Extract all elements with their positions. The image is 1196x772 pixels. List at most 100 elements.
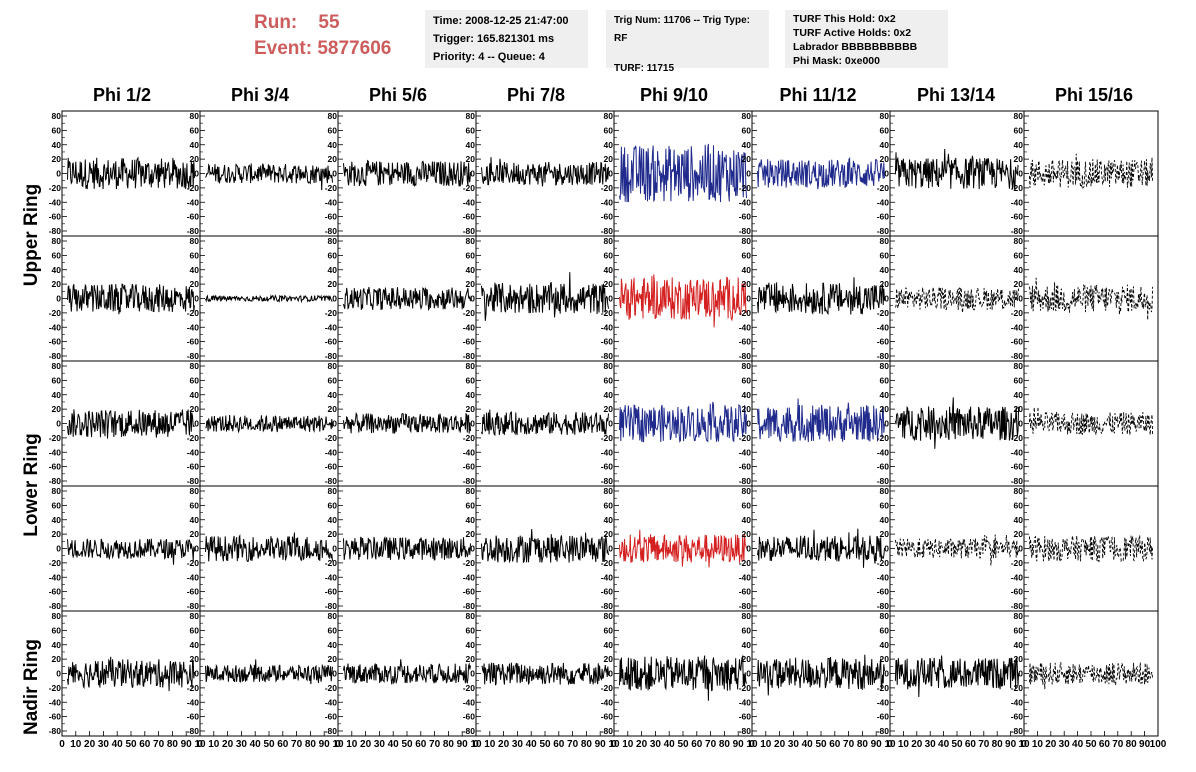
y-tick-label: 40 [742, 390, 752, 400]
waveform-trace [757, 528, 885, 568]
y-tick-label: 80 [52, 611, 62, 621]
x-tick-label: 70 [567, 739, 579, 750]
y-tick-label: -40 [49, 697, 62, 707]
y-tick-label: 60 [880, 375, 890, 385]
y-tick-label: -80 [187, 601, 200, 611]
y-tick-label: -60 [739, 212, 752, 222]
x-tick-label: 20 [636, 739, 648, 750]
y-tick-label: 0 [194, 669, 199, 679]
y-tick-label: -60 [601, 587, 614, 597]
y-tick-label: 40 [52, 265, 62, 275]
x-tick-label: 20 [1045, 739, 1057, 750]
x-tick-label: 80 [857, 739, 869, 750]
y-tick-label: -60 [49, 212, 62, 222]
y-tick-label: 20 [880, 404, 890, 414]
y-tick-label: 80 [190, 486, 200, 496]
trig-text: Trig Num: 11706 -- Trig Type: RF [614, 15, 750, 44]
x-tick-label: 90 [733, 739, 745, 750]
y-tick-label: 60 [604, 375, 614, 385]
y-tick-label: -80 [187, 351, 200, 361]
y-tick-label: -20 [187, 308, 200, 318]
phi-column-label: Phi 7/8 [506, 85, 566, 105]
y-tick-label: -60 [877, 712, 890, 722]
y-tick-label: 40 [880, 640, 890, 650]
waveform-trace [619, 274, 747, 328]
y-tick-label: -80 [1011, 351, 1024, 361]
y-tick-label: -80 [877, 476, 890, 486]
y-tick-label: 0 [884, 669, 889, 679]
y-tick-label: 0 [194, 169, 199, 179]
y-tick-label: 40 [604, 265, 614, 275]
x-tick-label: 40 [938, 739, 950, 750]
labrador-text: Labrador BBBBBBBBBB [793, 41, 918, 53]
panel-frame [1023, 110, 1159, 237]
y-tick-label: 60 [52, 125, 62, 135]
y-tick-label: 0 [746, 169, 751, 179]
y-tick-label: -20 [601, 308, 614, 318]
y-tick-label: -40 [325, 447, 338, 457]
y-tick-label: 60 [466, 125, 476, 135]
y-tick-label: 20 [742, 154, 752, 164]
x-tick-label: 30 [1059, 739, 1071, 750]
y-tick-label: 20 [880, 654, 890, 664]
trigger-text: Trigger: 165.821301 ms [433, 33, 555, 45]
y-tick-label: -60 [463, 587, 476, 597]
x-tick-label: 30 [512, 739, 524, 750]
x-tick-label: 10 [194, 739, 206, 750]
x-tick-label: 90 [595, 739, 607, 750]
x-tick-label: 50 [263, 739, 275, 750]
y-tick-label: -20 [739, 433, 752, 443]
run-label: Run: [254, 12, 298, 33]
y-tick-label: -20 [49, 308, 62, 318]
y-tick-label: -40 [877, 697, 890, 707]
y-tick-label: -60 [49, 712, 62, 722]
y-tick-label: 0 [608, 669, 613, 679]
x-tick-label: 40 [526, 739, 538, 750]
y-tick-label: -80 [463, 476, 476, 486]
y-tick-label: 0 [884, 294, 889, 304]
y-tick-label: -40 [49, 447, 62, 457]
x-tick-label: 40 [802, 739, 814, 750]
y-tick-label: -20 [187, 433, 200, 443]
waveform-panel: 80 60 40 20 0 -20 -40 -60 -80 [877, 610, 1025, 737]
y-tick-label: 40 [328, 640, 338, 650]
y-tick-label: -40 [739, 572, 752, 582]
y-tick-label: 40 [604, 515, 614, 525]
y-tick-label: 20 [466, 404, 476, 414]
y-tick-label: 60 [880, 500, 890, 510]
x-tick-label: 50 [815, 739, 827, 750]
waveform-panel: 80 60 40 20 0 -20 -40 -60 -80 [187, 235, 339, 362]
waveform-trace [205, 294, 333, 304]
waveform-panel: 80 60 40 20 0 -20 -40 -60 -80 [877, 235, 1025, 362]
y-tick-label: 80 [604, 111, 614, 121]
y-tick-label: 40 [466, 515, 476, 525]
y-tick-label: 0 [1018, 669, 1023, 679]
y-tick-label: 40 [328, 140, 338, 150]
y-tick-label: 20 [328, 404, 338, 414]
waveform-trace [481, 528, 609, 564]
x-tick-label: 40 [388, 739, 400, 750]
x-tick-label: 0 [887, 739, 893, 750]
y-tick-label: 20 [466, 154, 476, 164]
y-tick-label: -40 [601, 572, 614, 582]
y-tick-label: -60 [877, 337, 890, 347]
y-tick-label: -60 [187, 462, 200, 472]
y-tick-label: -60 [187, 587, 200, 597]
y-tick-label: -40 [463, 197, 476, 207]
x-tick-label: 50 [125, 739, 137, 750]
y-tick-label: -60 [739, 337, 752, 347]
y-tick-label: -60 [463, 212, 476, 222]
y-tick-label: 80 [190, 111, 200, 121]
y-tick-label: -60 [463, 462, 476, 472]
event-row: Event: 5877606 [254, 36, 391, 62]
x-tick-label: 10 [746, 739, 758, 750]
y-tick-label: -60 [325, 712, 338, 722]
y-tick-label: 40 [742, 265, 752, 275]
panel-frame [1023, 610, 1159, 737]
x-tick-label: 100 [1150, 739, 1167, 750]
y-tick-label: 60 [742, 250, 752, 260]
y-tick-label: -60 [49, 462, 62, 472]
y-tick-label: 80 [52, 361, 62, 371]
y-tick-label: -80 [739, 476, 752, 486]
waveform-trace [894, 397, 1020, 449]
